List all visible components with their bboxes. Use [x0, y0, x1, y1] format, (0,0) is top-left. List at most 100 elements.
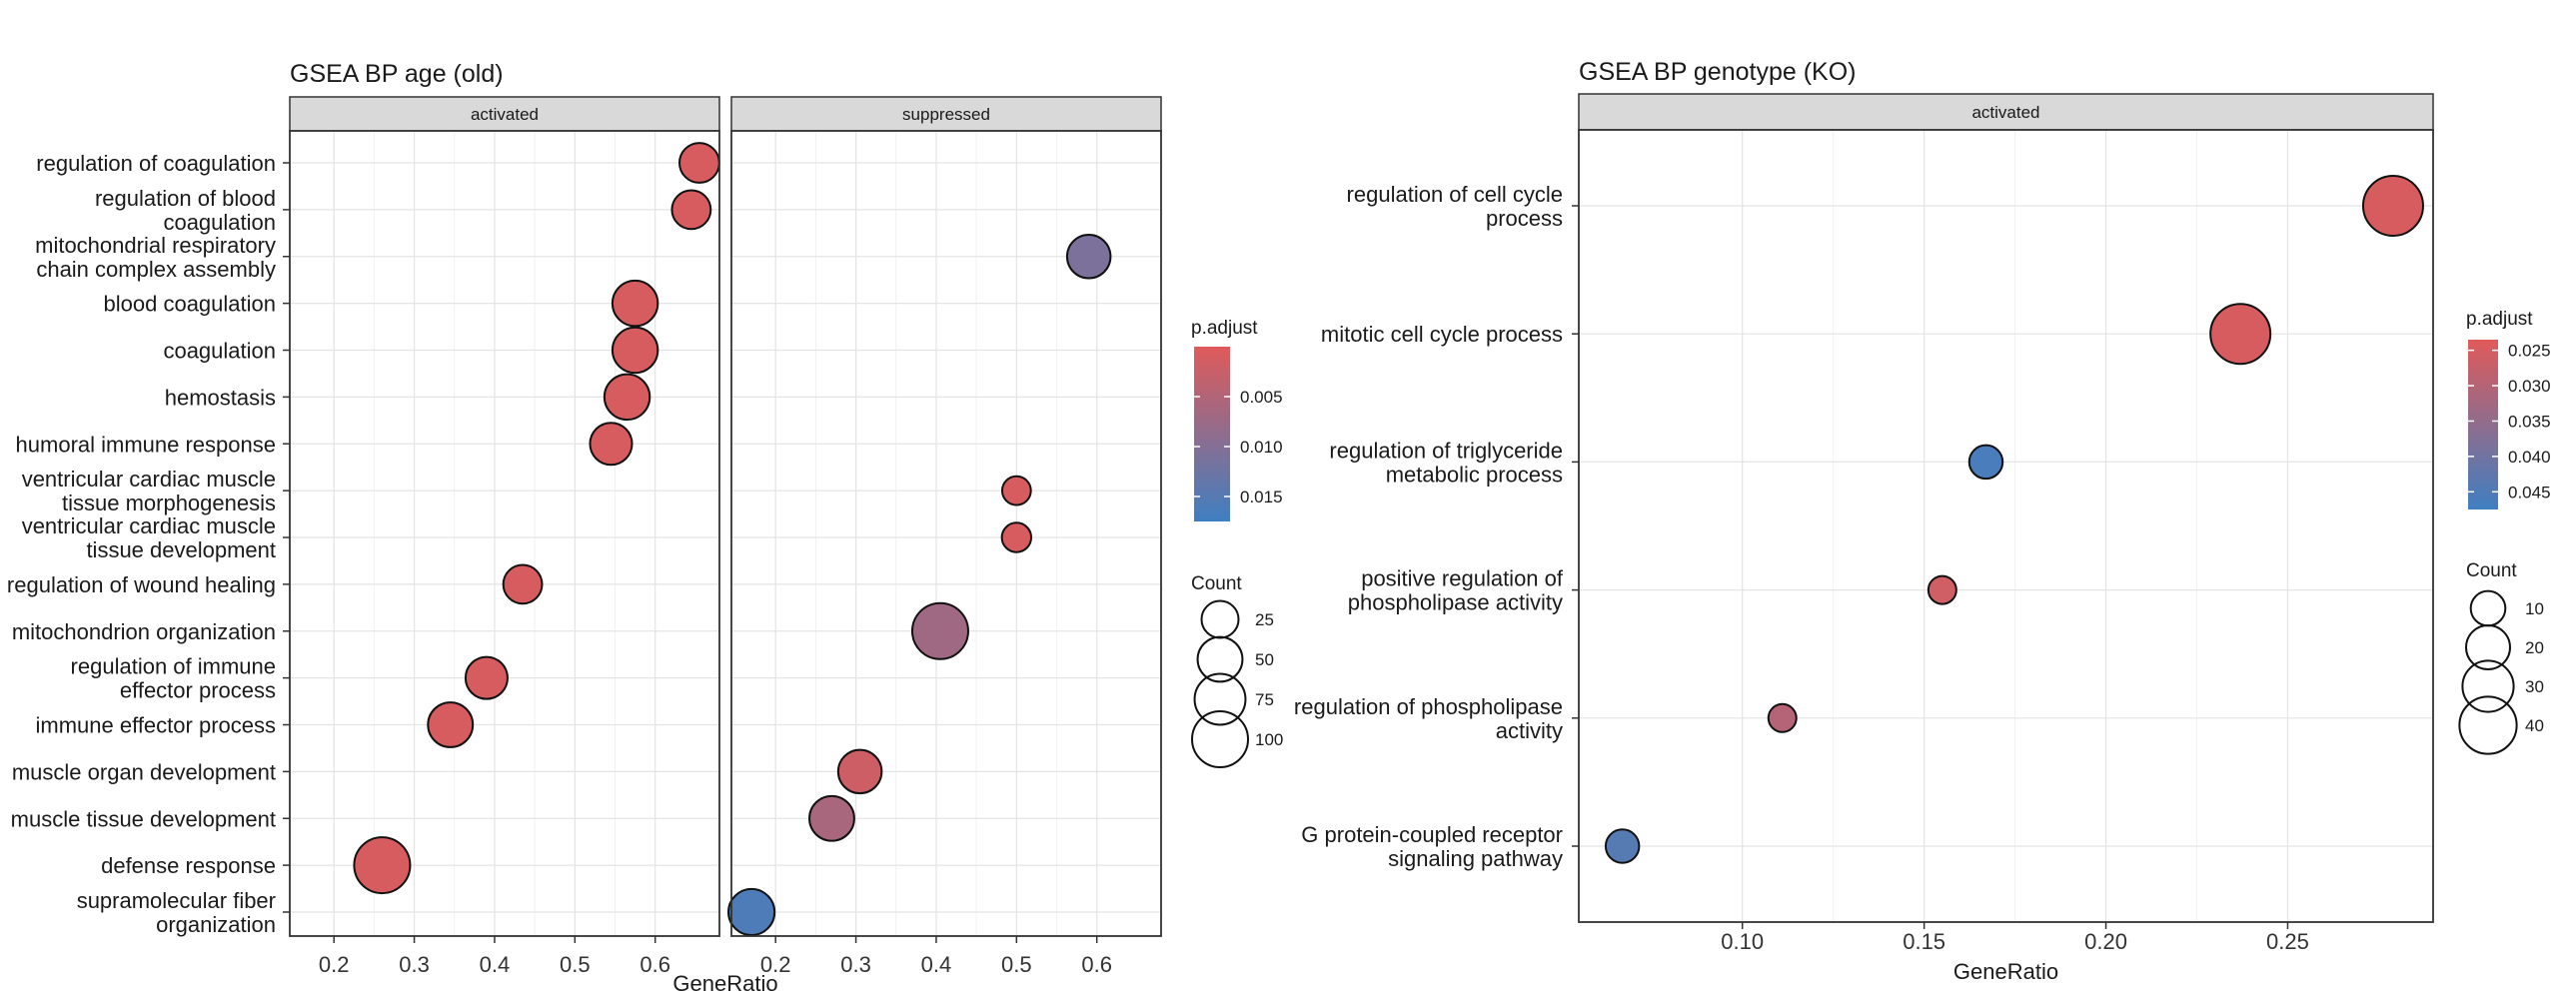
size-legend-label: 75: [1255, 690, 1274, 709]
size-legend-key: [1200, 599, 1240, 639]
x-tick-label: 0.4: [921, 952, 952, 977]
x-tick-label: 0.3: [399, 952, 430, 977]
data-point-1-3: [611, 279, 659, 328]
y-tick-label: signaling pathway: [1388, 846, 1563, 871]
data-point-2-6: [808, 794, 855, 842]
x-tick-label: 0.15: [1903, 929, 1945, 954]
plot-panel: [1579, 130, 2433, 922]
y-tick-label: ventricular cardiac muscle: [22, 513, 276, 538]
color-legend-label: 0.015: [1240, 488, 1283, 506]
y-tick-label: tissue morphogenesis: [62, 491, 276, 515]
y-tick-label: defense response: [101, 853, 276, 878]
data-point-2-5: [836, 748, 883, 795]
x-tick-label: 0.6: [640, 952, 670, 977]
y-tick-label: coagulation: [163, 339, 276, 364]
x-tick-label: 0.2: [760, 952, 791, 977]
y-tick-label: mitochondrion organization: [12, 619, 276, 644]
size-legend-key: [1196, 635, 1244, 683]
data-point-1-1: [677, 142, 720, 184]
data-point-1-4: [611, 326, 659, 375]
y-tick-label: regulation of triglyceride: [1329, 438, 1563, 463]
data-point-1-2: [670, 189, 712, 231]
data-point-1-6: [589, 422, 634, 467]
y-tick-label: effector process: [120, 678, 276, 703]
size-legend-key: [2469, 589, 2507, 627]
y-tick-label: humoral immune response: [16, 432, 276, 457]
y-tick-label: supramolecular fiber: [77, 888, 276, 913]
y-tick-label: organization: [156, 912, 276, 937]
x-tick-label: 0.6: [1081, 952, 1112, 977]
size-legend-title: Count: [2466, 560, 2517, 581]
y-tick-label: regulation of immune: [71, 654, 276, 679]
color-bar: [2468, 340, 2498, 509]
size-legend-key: [2461, 659, 2515, 713]
facet-label: activated: [1971, 103, 2039, 122]
data-point-1-7: [502, 563, 544, 605]
y-tick-label: chain complex assembly: [36, 257, 276, 282]
data-point-2-2: [1000, 475, 1032, 506]
data-point-1-5: [603, 373, 651, 422]
color-bar: [1194, 347, 1230, 521]
data-point-2-3: [1000, 521, 1033, 553]
color-legend-label: 0.045: [2508, 483, 2551, 501]
size-legend-key: [1191, 710, 1249, 768]
color-legend-title: p.adjust: [2466, 309, 2533, 330]
x-tick-label: 0.2: [319, 952, 350, 977]
y-tick-label: tissue development: [86, 537, 276, 562]
size-legend-label: 20: [2525, 638, 2544, 657]
data-point-1-8: [464, 655, 509, 700]
facet-strip: [730, 96, 1162, 132]
x-tick-label: 0.4: [480, 952, 511, 977]
color-legend-title: p.adjust: [1191, 318, 1258, 339]
facet-label: suppressed: [902, 105, 990, 124]
panel-border: [1578, 129, 2434, 923]
size-legend-label: 100: [1255, 730, 1283, 749]
data-point-1-6: [1604, 828, 1641, 864]
data-point-1-2: [2209, 303, 2272, 366]
x-tick-label: 0.3: [840, 952, 871, 977]
panel-border: [289, 130, 720, 937]
data-point-2-1: [1065, 234, 1112, 280]
color-legend-label: 0.035: [2508, 412, 2551, 431]
y-tick-label: metabolic process: [1386, 462, 1563, 487]
y-tick-label: regulation of wound healing: [7, 572, 276, 597]
size-legend-label: 10: [2525, 599, 2544, 618]
y-tick-label: blood coagulation: [104, 292, 276, 317]
color-legend-label: 0.025: [2508, 342, 2551, 361]
y-tick-label: phospholipase activity: [1348, 590, 1563, 615]
data-point-2-4: [910, 601, 969, 660]
y-tick-label: regulation of cell cycle: [1347, 182, 1563, 207]
y-tick-label: regulation of coagulation: [36, 151, 276, 176]
y-tick-label: regulation of phospholipase: [1294, 694, 1563, 719]
x-tick-label: 0.10: [1721, 929, 1764, 954]
x-tick-label: 0.25: [2266, 929, 2309, 954]
y-tick-label: regulation of blood: [95, 186, 276, 211]
color-legend-label: 0.005: [1240, 388, 1283, 407]
y-tick-label: immune effector process: [36, 713, 276, 738]
facet-strip: [289, 96, 720, 132]
y-tick-label: muscle organ development: [12, 759, 276, 784]
y-tick-label: mitochondrial respiratory: [35, 233, 276, 258]
y-tick-label: coagulation: [163, 210, 276, 235]
color-legend-label: 0.030: [2508, 377, 2551, 396]
data-point-1-10: [353, 836, 412, 895]
plot-panel: [290, 131, 719, 936]
size-legend-label: 30: [2525, 677, 2544, 696]
data-point-1-5: [1767, 702, 1798, 733]
data-point-1-9: [427, 701, 475, 748]
y-tick-label: G protein-coupled receptor: [1301, 822, 1563, 847]
y-tick-label: ventricular cardiac muscle: [22, 467, 276, 492]
size-legend-label: 40: [2525, 716, 2544, 735]
y-tick-label: activity: [1496, 718, 1563, 743]
y-tick-label: process: [1486, 206, 1563, 231]
data-point-1-1: [2361, 175, 2424, 237]
size-legend-title: Count: [1191, 573, 1242, 594]
data-point-1-4: [1927, 574, 1957, 605]
data-point-2-7: [727, 887, 776, 937]
size-legend-label: 25: [1255, 610, 1274, 629]
y-tick-label: positive regulation of: [1361, 566, 1564, 591]
size-legend-key: [2465, 624, 2511, 670]
x-axis-label: GeneRatio: [1953, 959, 2058, 984]
